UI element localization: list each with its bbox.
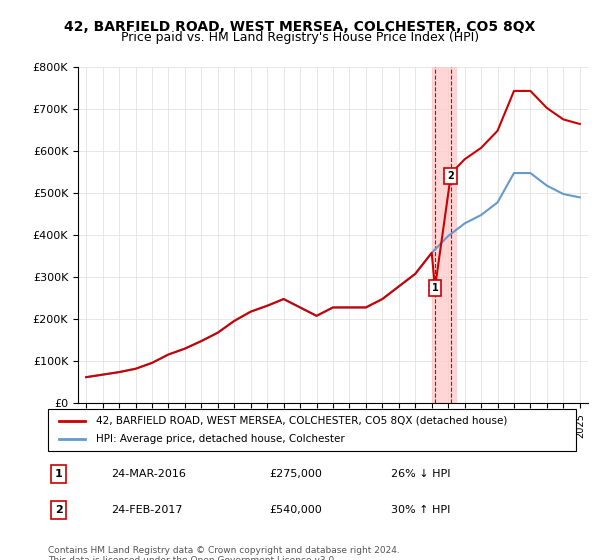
Text: £540,000: £540,000	[270, 505, 323, 515]
Bar	[432, 67, 457, 403]
Text: 2: 2	[447, 171, 454, 181]
Text: 24-MAR-2016: 24-MAR-2016	[112, 469, 186, 479]
Text: 1: 1	[55, 469, 62, 479]
Text: 42, BARFIELD ROAD, WEST MERSEA, COLCHESTER, CO5 8QX: 42, BARFIELD ROAD, WEST MERSEA, COLCHEST…	[64, 20, 536, 34]
Text: £275,000: £275,000	[270, 469, 323, 479]
Text: Price paid vs. HM Land Registry's House Price Index (HPI): Price paid vs. HM Land Registry's House …	[121, 31, 479, 44]
Text: HPI: Average price, detached house, Colchester: HPI: Average price, detached house, Colc…	[95, 434, 344, 444]
Text: 42, BARFIELD ROAD, WEST MERSEA, COLCHESTER, CO5 8QX (detached house): 42, BARFIELD ROAD, WEST MERSEA, COLCHEST…	[95, 416, 507, 426]
Text: 1: 1	[431, 283, 439, 293]
Text: Contains HM Land Registry data © Crown copyright and database right 2024.
This d: Contains HM Land Registry data © Crown c…	[48, 546, 400, 560]
Text: 24-FEB-2017: 24-FEB-2017	[112, 505, 183, 515]
FancyBboxPatch shape	[48, 409, 576, 451]
Text: 2: 2	[55, 505, 62, 515]
Text: 26% ↓ HPI: 26% ↓ HPI	[391, 469, 451, 479]
Text: 30% ↑ HPI: 30% ↑ HPI	[391, 505, 451, 515]
